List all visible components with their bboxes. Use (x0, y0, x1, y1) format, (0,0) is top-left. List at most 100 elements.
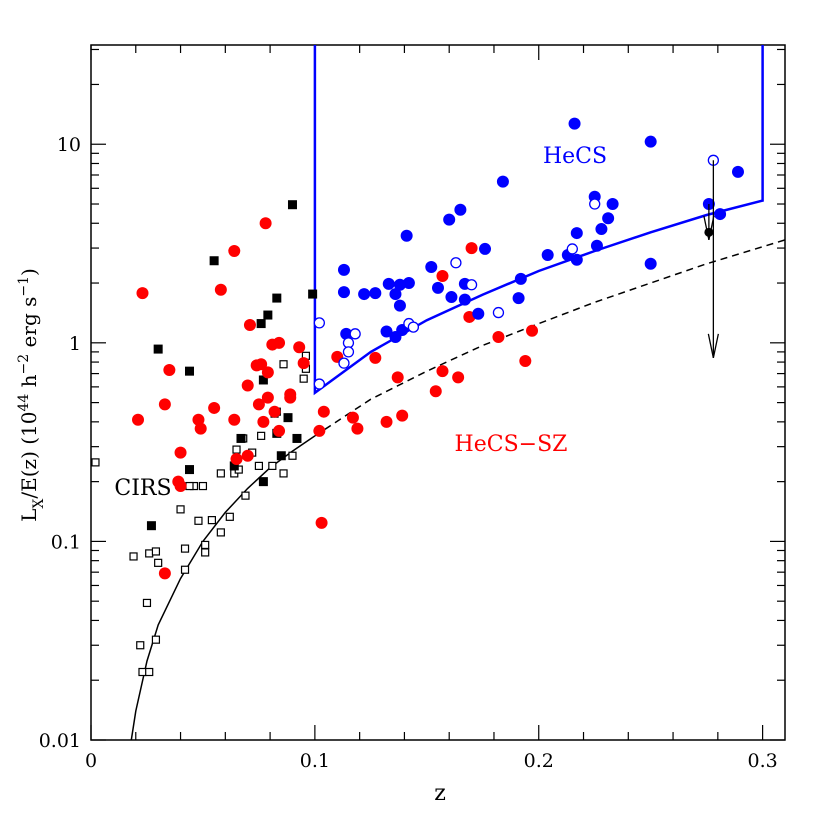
point (201, 548, 210, 557)
point (136, 641, 145, 650)
point (154, 558, 163, 567)
point (595, 223, 608, 236)
point (566, 243, 578, 255)
point (380, 325, 393, 338)
point (432, 281, 444, 294)
point (268, 405, 281, 418)
y-label-part: −1 (16, 276, 32, 297)
point (443, 213, 456, 226)
y-label-part: ) (17, 268, 41, 276)
point (174, 446, 187, 459)
point (568, 117, 581, 130)
point (452, 371, 465, 384)
point (342, 346, 355, 358)
point (454, 203, 467, 216)
point (313, 424, 326, 437)
point (259, 217, 272, 230)
point (590, 239, 603, 252)
point (492, 330, 505, 343)
point (283, 413, 293, 423)
plot-frame (90, 44, 786, 741)
point (225, 512, 234, 521)
point (299, 374, 308, 383)
point (145, 667, 154, 677)
point (393, 278, 406, 291)
point (272, 293, 282, 303)
point (313, 378, 325, 390)
point (570, 253, 583, 266)
point (158, 398, 171, 411)
point (228, 413, 241, 426)
y-axis-label: LX/E(z) (1044 h−2 erg s−1) (16, 268, 47, 522)
upper-limit-head (707, 333, 719, 358)
point (465, 242, 478, 255)
point (293, 341, 306, 354)
y-label-part: /E(z) (10 (17, 412, 41, 499)
point (201, 540, 210, 550)
point (254, 461, 264, 471)
point (472, 307, 485, 320)
point (209, 256, 219, 266)
point (602, 212, 615, 225)
y-label-part: h (17, 374, 41, 393)
point (284, 388, 297, 401)
point (279, 360, 288, 369)
point (236, 433, 246, 443)
point (257, 415, 270, 428)
point (337, 286, 350, 299)
point (185, 366, 195, 376)
point (255, 358, 268, 371)
point (214, 283, 227, 296)
point (216, 528, 225, 537)
point (338, 357, 350, 369)
point (174, 480, 187, 493)
y-label-part: erg s (17, 297, 41, 354)
y-tick-label: 1 (69, 333, 81, 355)
point (313, 317, 325, 329)
point (479, 242, 492, 255)
point (232, 445, 241, 454)
point (241, 491, 250, 500)
point (151, 635, 161, 644)
point (465, 279, 478, 291)
point (382, 277, 395, 290)
point (400, 229, 413, 242)
point (346, 411, 359, 424)
point (257, 431, 266, 440)
point (589, 198, 601, 210)
y-label-part: −2 (16, 354, 32, 375)
point (389, 288, 402, 301)
point (445, 291, 458, 304)
point (512, 292, 525, 305)
point (228, 244, 241, 257)
x-tick-label: 0.2 (524, 750, 554, 772)
point (436, 270, 449, 283)
point (297, 357, 310, 370)
point (279, 469, 288, 478)
annotation: CIRS (114, 476, 171, 501)
point (142, 598, 152, 608)
point (158, 567, 171, 580)
x-tick-label: 0.1 (300, 750, 330, 772)
point (243, 318, 256, 331)
point (194, 516, 203, 525)
point (492, 306, 505, 319)
point (241, 449, 254, 462)
point (258, 477, 268, 487)
point (185, 465, 195, 475)
point (429, 385, 442, 398)
point (288, 451, 297, 460)
point (337, 263, 350, 276)
point (230, 453, 243, 466)
point (208, 401, 221, 414)
point (241, 379, 254, 392)
point (644, 257, 657, 270)
point (268, 461, 277, 471)
point (351, 422, 364, 435)
point (261, 366, 274, 379)
x-tick-label: 0.3 (748, 750, 778, 772)
point (180, 544, 190, 553)
point (273, 424, 286, 437)
